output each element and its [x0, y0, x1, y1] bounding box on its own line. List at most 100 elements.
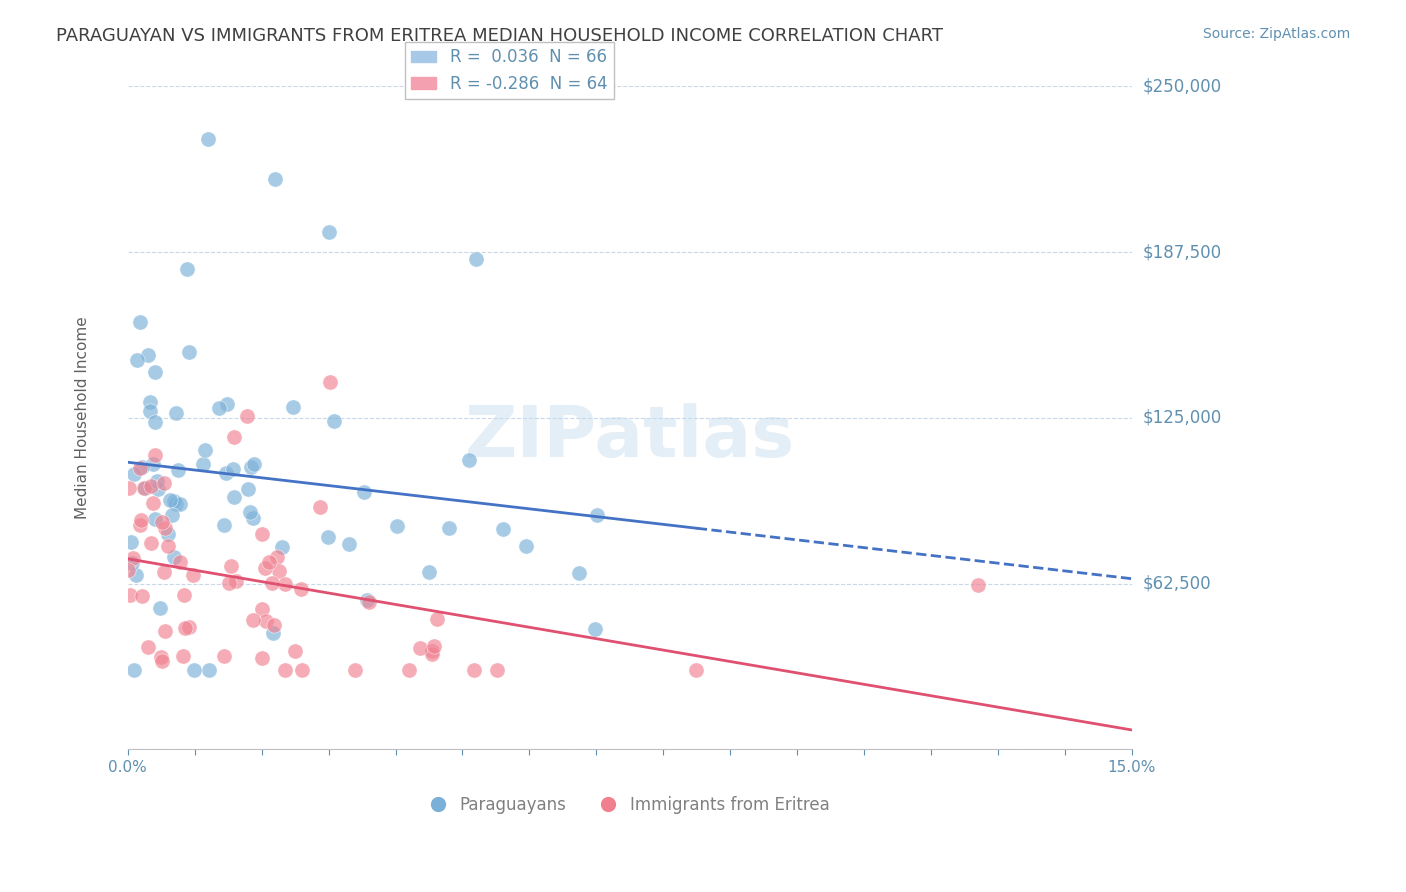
Paraguayans — [142, 458, 165, 472]
Text: $187,500: $187,500 — [1143, 244, 1222, 261]
Immigrants from Eritrea — [274, 576, 297, 591]
Immigrants from Eritrea — [153, 476, 176, 491]
Immigrants from Eritrea — [145, 448, 167, 462]
Immigrants from Eritrea — [224, 429, 246, 443]
Immigrants from Eritrea — [359, 595, 381, 609]
Paraguayans — [492, 522, 515, 536]
Paraguayans — [176, 261, 198, 276]
Text: $125,000: $125,000 — [1143, 409, 1222, 427]
Paraguayans — [353, 484, 375, 499]
Text: Median Household Income: Median Household Income — [75, 317, 90, 519]
Immigrants from Eritrea — [967, 578, 990, 592]
Immigrants from Eritrea — [129, 518, 152, 533]
Paraguayans — [166, 463, 188, 477]
Paraguayans — [143, 365, 166, 379]
Paraguayans — [262, 626, 284, 640]
Paraguayans — [215, 467, 238, 481]
Paraguayans — [217, 397, 239, 411]
Immigrants from Eritrea — [266, 549, 288, 564]
Paraguayans — [193, 457, 215, 471]
Paraguayans — [458, 453, 481, 467]
Paraguayans — [149, 601, 172, 615]
Immigrants from Eritrea — [129, 513, 152, 527]
Paraguayans — [131, 459, 153, 474]
Immigrants from Eritrea — [141, 479, 163, 493]
Immigrants from Eritrea — [153, 521, 176, 535]
Immigrants from Eritrea — [156, 539, 179, 553]
Paraguayans — [271, 540, 294, 554]
Paraguayans — [437, 521, 460, 535]
Immigrants from Eritrea — [319, 376, 342, 390]
Text: PARAGUAYAN VS IMMIGRANTS FROM ERITREA MEDIAN HOUSEHOLD INCOME CORRELATION CHART: PARAGUAYAN VS IMMIGRANTS FROM ERITREA ME… — [56, 27, 943, 45]
Immigrants from Eritrea — [256, 614, 278, 628]
Paraguayans — [583, 622, 606, 636]
Paraguayans — [177, 345, 200, 359]
Paraguayans — [322, 414, 344, 428]
Immigrants from Eritrea — [254, 560, 277, 574]
Immigrants from Eritrea — [308, 500, 330, 514]
Paraguayans — [122, 663, 145, 677]
Immigrants from Eritrea — [169, 555, 191, 569]
Immigrants from Eritrea — [420, 647, 443, 661]
Immigrants from Eritrea — [290, 582, 312, 596]
Text: $62,500: $62,500 — [1143, 574, 1212, 592]
Immigrants from Eritrea — [153, 565, 176, 579]
Immigrants from Eritrea — [136, 640, 159, 655]
Immigrants from Eritrea — [291, 663, 314, 677]
Paraguayans — [239, 505, 262, 519]
Immigrants from Eritrea — [128, 460, 150, 475]
Immigrants from Eritrea — [398, 663, 420, 677]
Immigrants from Eritrea — [118, 588, 141, 602]
Paraguayans — [221, 462, 243, 476]
Immigrants from Eritrea — [219, 558, 242, 573]
Immigrants from Eritrea — [181, 567, 204, 582]
Paraguayans — [264, 172, 287, 186]
Paraguayans — [194, 442, 217, 457]
Paraguayans — [568, 566, 591, 580]
Paraguayans — [464, 252, 486, 266]
Immigrants from Eritrea — [142, 495, 165, 509]
Paraguayans — [139, 394, 162, 409]
Immigrants from Eritrea — [174, 621, 197, 635]
Immigrants from Eritrea — [486, 663, 509, 677]
Paraguayans — [586, 508, 609, 522]
Immigrants from Eritrea — [426, 611, 449, 625]
Immigrants from Eritrea — [131, 589, 153, 603]
Immigrants from Eritrea — [179, 620, 201, 634]
Paraguayans — [337, 537, 360, 551]
Paraguayans — [214, 518, 236, 533]
Immigrants from Eritrea — [274, 663, 297, 677]
Paraguayans — [198, 663, 221, 677]
Immigrants from Eritrea — [141, 536, 163, 550]
Paraguayans — [316, 529, 339, 543]
Paraguayans — [143, 415, 166, 429]
Paraguayans — [129, 315, 152, 329]
Paraguayans — [121, 556, 143, 570]
Immigrants from Eritrea — [153, 624, 176, 639]
Immigrants from Eritrea — [250, 650, 273, 665]
Text: Source: ZipAtlas.com: Source: ZipAtlas.com — [1202, 27, 1350, 41]
Immigrants from Eritrea — [263, 618, 285, 632]
Paraguayans — [122, 467, 145, 481]
Paraguayans — [136, 348, 159, 362]
Paraguayans — [515, 539, 537, 553]
Paraguayans — [165, 497, 187, 511]
Immigrants from Eritrea — [150, 516, 173, 530]
Immigrants from Eritrea — [150, 649, 173, 664]
Paraguayans — [356, 593, 378, 607]
Paraguayans — [156, 527, 179, 541]
Immigrants from Eritrea — [422, 644, 444, 658]
Immigrants from Eritrea — [225, 574, 247, 588]
Paraguayans — [125, 353, 148, 368]
Immigrants from Eritrea — [463, 663, 485, 677]
Paraguayans — [146, 483, 169, 497]
Immigrants from Eritrea — [283, 644, 305, 658]
Paraguayans — [163, 550, 186, 565]
Immigrants from Eritrea — [173, 588, 195, 602]
Paraguayans — [120, 535, 142, 549]
Immigrants from Eritrea — [172, 648, 194, 663]
Paraguayans — [243, 457, 266, 471]
Paraguayans — [318, 225, 340, 239]
Paraguayans — [139, 404, 162, 418]
Paraguayans — [160, 508, 183, 523]
